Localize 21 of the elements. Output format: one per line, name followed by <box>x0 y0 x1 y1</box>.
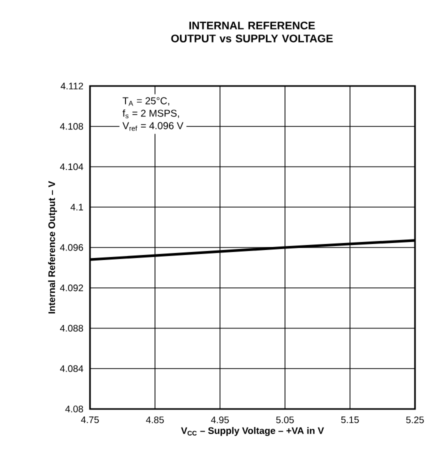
annotation: T$_{A}$ = 25°C, <box>122 97 170 106</box>
y-tick-label: 4.096 <box>60 244 84 251</box>
x-tick-label: 5.05 <box>276 416 294 424</box>
annotation: f$_{s}$ = 2 MSPS, <box>122 109 179 118</box>
x-tick-label: 5.25 <box>406 416 424 424</box>
x-axis-title: V$_{CC}$ – Supply Voltage – +VA in V <box>181 427 324 436</box>
annotation: V$_{ref}$ = 4.096 V <box>122 122 184 131</box>
x-tick-label: 4.85 <box>146 416 164 424</box>
x-tick-label: 4.75 <box>81 416 99 424</box>
chart-title: INTERNAL REFERENCE OUTPUT vs SUPPLY VOLTAGE <box>171 22 333 42</box>
y-tick-label: 4.104 <box>60 163 84 170</box>
x-tick-label: 4.95 <box>211 416 229 424</box>
y-tick-label: 4.112 <box>60 82 84 90</box>
x-tick-label: 5.15 <box>341 416 359 424</box>
y-tick-label: 4.08 <box>65 406 84 412</box>
y-axis-title: Internal Reference Output – V <box>48 181 57 314</box>
y-tick-label: 4.084 <box>60 365 84 372</box>
y-tick-label: 4.108 <box>60 123 84 130</box>
y-tick-label: 4.092 <box>60 284 84 292</box>
y-tick-label: 4.088 <box>60 324 84 332</box>
y-tick-label: 4.1 <box>70 204 84 210</box>
